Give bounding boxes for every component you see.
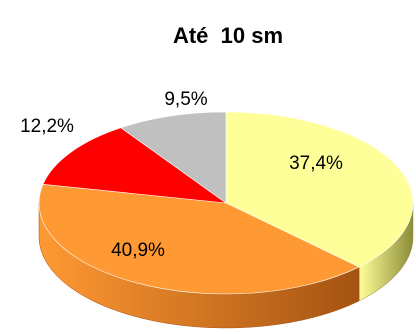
data-label-2: 12,2% bbox=[20, 116, 74, 137]
data-label-0: 37,4% bbox=[289, 153, 343, 174]
pie-slice-3 bbox=[120, 111, 227, 204]
pie-slice-1 bbox=[38, 183, 360, 295]
pie-slices bbox=[38, 111, 414, 295]
data-label-1: 40,9% bbox=[111, 240, 165, 261]
pie-data-labels: 37,4% 40,9% 12,2% 9,5% bbox=[20, 89, 343, 261]
chart-title: Até 10 sm bbox=[173, 23, 283, 48]
pie-slice-2 bbox=[42, 127, 228, 204]
data-label-3: 9,5% bbox=[164, 89, 207, 110]
pie-slice-0 bbox=[225, 111, 414, 268]
